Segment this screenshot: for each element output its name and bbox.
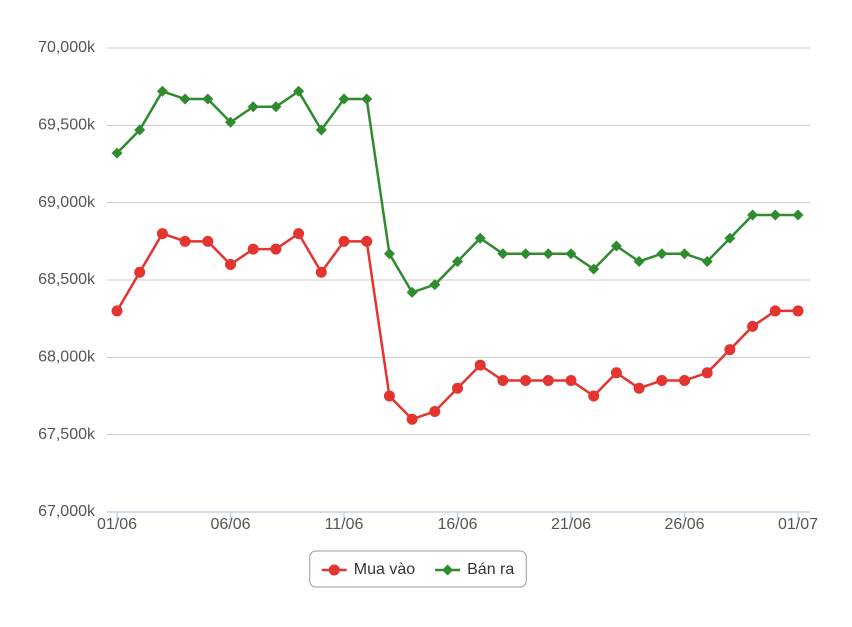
marker bbox=[542, 248, 554, 260]
marker bbox=[111, 147, 123, 159]
marker bbox=[610, 367, 622, 379]
marker bbox=[383, 248, 395, 260]
marker bbox=[247, 243, 259, 255]
marker bbox=[656, 375, 668, 387]
marker bbox=[179, 235, 191, 247]
marker bbox=[111, 305, 123, 317]
legend: Mua vào Bán ra bbox=[309, 550, 527, 588]
marker bbox=[134, 124, 146, 136]
marker bbox=[474, 359, 486, 371]
y-tick-label: 70,000k bbox=[38, 39, 96, 56]
marker bbox=[769, 305, 781, 317]
marker bbox=[656, 248, 668, 260]
marker bbox=[792, 305, 804, 317]
marker bbox=[474, 232, 486, 244]
marker bbox=[442, 564, 454, 576]
marker bbox=[747, 320, 759, 332]
marker bbox=[406, 286, 418, 298]
marker bbox=[497, 375, 509, 387]
marker bbox=[202, 235, 214, 247]
marker bbox=[701, 255, 713, 267]
marker bbox=[565, 248, 577, 260]
marker bbox=[747, 209, 759, 221]
marker bbox=[633, 382, 645, 394]
x-tick-label: 06/06 bbox=[210, 516, 250, 533]
marker bbox=[383, 390, 395, 402]
marker bbox=[701, 367, 713, 379]
marker bbox=[315, 266, 327, 278]
marker bbox=[202, 93, 214, 105]
marker bbox=[315, 124, 327, 136]
marker bbox=[588, 263, 600, 275]
marker bbox=[247, 101, 259, 113]
marker bbox=[270, 243, 282, 255]
x-tick-label: 01/07 bbox=[778, 516, 818, 533]
marker bbox=[225, 259, 236, 271]
marker bbox=[769, 209, 781, 221]
x-tick-label: 11/06 bbox=[325, 516, 364, 533]
marker bbox=[179, 93, 191, 105]
marker bbox=[156, 85, 168, 97]
y-tick-label: 68,500k bbox=[38, 271, 96, 288]
marker bbox=[520, 375, 532, 387]
marker bbox=[225, 116, 236, 128]
marker bbox=[328, 564, 340, 576]
marker bbox=[293, 85, 305, 97]
marker bbox=[724, 232, 736, 244]
marker bbox=[293, 228, 305, 240]
marker bbox=[610, 240, 622, 252]
marker bbox=[497, 248, 509, 260]
marker bbox=[633, 255, 645, 267]
marker bbox=[429, 405, 441, 417]
marker bbox=[156, 228, 168, 240]
x-tick-label: 21/06 bbox=[551, 516, 591, 533]
x-tick-label: 16/06 bbox=[437, 516, 477, 533]
marker bbox=[361, 93, 373, 105]
marker bbox=[520, 248, 532, 260]
marker bbox=[270, 101, 282, 113]
marker bbox=[406, 413, 418, 425]
marker bbox=[452, 382, 463, 394]
marker bbox=[361, 235, 373, 247]
y-tick-label: 67,500k bbox=[38, 426, 96, 443]
x-tick-label: 26/06 bbox=[664, 516, 704, 533]
y-tick-label: 67,000k bbox=[38, 503, 96, 520]
marker bbox=[338, 235, 350, 247]
y-tick-label: 69,000k bbox=[38, 194, 96, 211]
marker bbox=[724, 344, 736, 356]
marker bbox=[679, 248, 690, 260]
legend-label[interactable]: Bán ra bbox=[467, 561, 514, 578]
legend-label[interactable]: Mua vào bbox=[354, 561, 415, 578]
legend-box bbox=[309, 550, 527, 588]
marker bbox=[792, 209, 804, 221]
marker bbox=[452, 255, 463, 267]
y-tick-label: 69,500k bbox=[38, 117, 96, 134]
marker bbox=[429, 279, 441, 291]
marker bbox=[679, 375, 690, 387]
marker bbox=[542, 375, 554, 387]
marker bbox=[134, 266, 146, 278]
y-tick-label: 68,000k bbox=[38, 349, 96, 366]
marker bbox=[338, 93, 350, 105]
marker bbox=[588, 390, 600, 402]
marker bbox=[565, 375, 577, 387]
x-tick-label: 01/06 bbox=[97, 516, 137, 533]
